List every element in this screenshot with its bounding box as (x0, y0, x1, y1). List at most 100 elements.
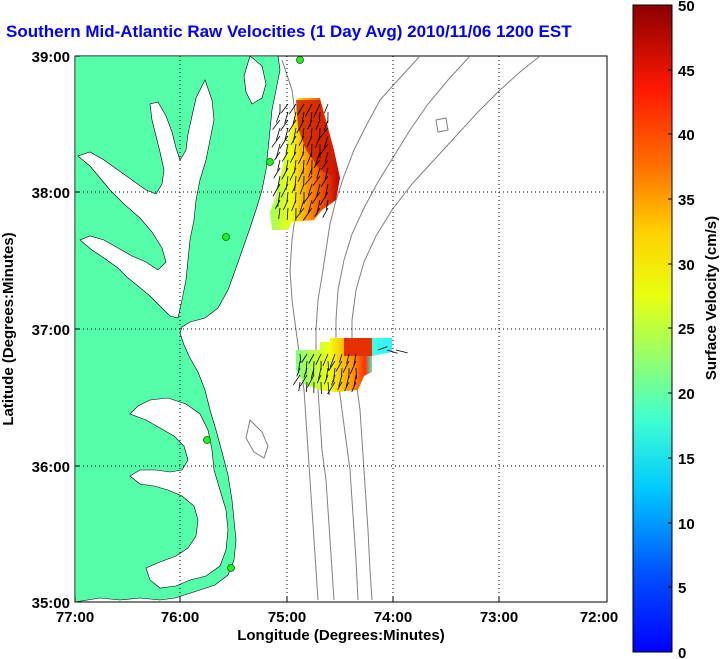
velocity-arrow (295, 207, 305, 220)
map-grid (75, 56, 607, 602)
velocity-arrow (316, 183, 321, 197)
velocity-arrow (320, 175, 329, 188)
radar-station (296, 56, 304, 64)
velocity-arrow (299, 374, 308, 387)
velocity-arrow (353, 353, 357, 365)
velocity-arrow (319, 127, 329, 139)
chesapeake-bay (77, 79, 215, 319)
x-axis-label: Longitude (Degrees:Minutes) (237, 627, 445, 644)
velocity-arrow (298, 381, 301, 391)
velocity-arrow (279, 135, 289, 149)
velocity-arrow (281, 167, 289, 180)
velocity-arrow (298, 151, 305, 164)
velocity-arrow (306, 135, 313, 148)
colorbar-tick-label: 20 (678, 386, 695, 403)
velocity-arrow (322, 207, 329, 218)
map-plot-area (74, 55, 608, 603)
velocity-arrow (272, 119, 281, 130)
colorbar-tick-label: 15 (678, 451, 695, 468)
velocity-arrow (308, 353, 315, 364)
colorbar: 50 45 40 35 30 25 20 15 10 5 0 Surface V… (632, 0, 720, 659)
y-tick-label: 36:00 (32, 459, 70, 476)
velocity-arrow (271, 135, 281, 148)
colorbar-tick-label: 25 (678, 321, 695, 338)
velocity-arrow (282, 199, 289, 211)
velocity-arrow (321, 159, 329, 170)
velocity-arrow (299, 199, 305, 213)
velocity-arrow (278, 207, 281, 219)
x-tick-label: 77:00 (56, 609, 94, 626)
velocity-arrow (314, 207, 321, 217)
colorbar-gradient (632, 4, 673, 653)
colorbar-label: Surface Velocity (cm/s) (703, 216, 720, 380)
velocity-arrow (277, 159, 281, 171)
velocity-arrow (331, 374, 336, 386)
velocity-arrow (313, 103, 321, 118)
velocity-arrow (281, 103, 289, 114)
velocity-arrow (306, 151, 313, 166)
velocity-arrow (349, 360, 357, 374)
velocity-arrow (323, 374, 329, 385)
velocity-arrow (296, 119, 305, 134)
x-tick-label: 73:00 (480, 609, 518, 626)
velocity-arrow (296, 367, 301, 377)
velocity-arrow (316, 374, 322, 384)
velocity-arrow (345, 374, 350, 388)
radar-stations (203, 56, 304, 572)
velocity-arrow (319, 191, 329, 206)
velocity-arrow (299, 183, 305, 195)
colorbar-tick-label: 50 (678, 0, 695, 15)
velocity-arrow (308, 167, 313, 178)
velocity-arrow (273, 167, 281, 179)
x-tick-label: 72:00 (580, 609, 618, 626)
velocity-arrow (318, 143, 329, 157)
velocity-arrow (311, 191, 321, 204)
velocity-arrow (284, 111, 289, 124)
velocity-arrow (274, 199, 281, 210)
velocity-arrow (305, 381, 308, 393)
velocity-arrow (298, 135, 305, 146)
velocity-arrow (327, 360, 330, 372)
velocity-arrow (318, 111, 321, 123)
y-axis-label: Latitude (Degrees:Minutes) (0, 232, 17, 425)
map-title: Southern Mid-Atlantic Raw Velocities (1 … (6, 22, 572, 41)
colorbar-tick-label: 30 (678, 257, 695, 274)
velocity-arrow (313, 159, 321, 169)
velocity-arrow (288, 119, 297, 133)
velocity-arrow (302, 159, 305, 174)
velocity-arrow (329, 353, 336, 368)
velocity-arrow (318, 367, 322, 380)
velocity-arrow (284, 127, 289, 142)
velocity-arrow (274, 151, 281, 161)
velocity-arrow (303, 207, 313, 221)
velocity-arrow (328, 360, 336, 371)
velocity-arrow (286, 207, 289, 220)
velocity-arrow (292, 111, 297, 125)
x-axis: 77:00 76:00 75:00 74:00 73:00 72:00 Long… (56, 597, 618, 644)
velocity-arrow (314, 135, 321, 149)
velocity-arrow (290, 151, 297, 163)
radar-station (227, 564, 235, 572)
velocity-arrow (327, 381, 330, 395)
colorbar-tick-label: 10 (678, 516, 695, 533)
velocity-arrow (275, 143, 281, 159)
velocity-arrow (309, 111, 313, 127)
velocity-arrow (276, 111, 281, 123)
velocity-arrow (395, 349, 408, 354)
velocity-arrow (325, 199, 329, 210)
velocity-arrow (299, 353, 302, 364)
velocity-arrow (296, 103, 305, 116)
velocity-arrow (290, 135, 297, 145)
velocity-arrow (377, 346, 388, 351)
velocity-arrow (280, 183, 289, 198)
velocity-arrow (338, 374, 343, 387)
velocity-arrow (281, 151, 289, 162)
velocity-arrow (327, 381, 336, 395)
velocity-arrow (316, 167, 321, 179)
velocity-arrow (355, 367, 357, 380)
velocity-arrow (351, 381, 357, 393)
velocity-arrow (307, 374, 315, 388)
bathymetry-contours (245, 56, 541, 601)
velocity-arrow (324, 167, 329, 180)
colorbar-tick-label: 5 (678, 580, 686, 597)
